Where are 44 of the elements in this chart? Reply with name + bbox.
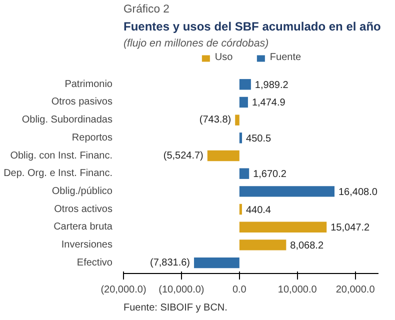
y-tick-label: Oblig. con Inst. Financ.: [10, 150, 113, 162]
y-tick-label: Efectivo: [76, 257, 113, 268]
y-tick-label: Oblig. Subordinadas: [22, 114, 113, 126]
data-label: 1,989.2: [254, 80, 289, 91]
x-tick-label: (10,000.0): [158, 284, 204, 296]
data-label: 450.5: [246, 133, 272, 144]
legend-label: Fuente: [270, 52, 302, 63]
source-note: Fuente: SIBOIF y BCN.: [124, 302, 228, 314]
chart-title: Fuentes y usos del SBF acumulado en el año: [124, 20, 381, 34]
bar: [207, 150, 240, 162]
y-tick-label: Patrimonio: [64, 78, 113, 90]
y-tick-label: Dep. Org. e Inst. Financ.: [4, 168, 112, 180]
data-label: 15,047.2: [330, 222, 370, 234]
data-label: (5,524.7): [163, 150, 204, 162]
bar: [239, 132, 242, 144]
y-tick-label: Otros pasivos: [51, 96, 113, 108]
data-label: 440.4: [246, 204, 272, 216]
x-tick-label: 0.0: [232, 284, 247, 296]
chart-subtitle: (flujo en millones de córdobas): [124, 38, 269, 50]
data-label: 1,474.9: [252, 98, 286, 109]
bar: [194, 257, 240, 268]
data-label: (743.8): [199, 114, 232, 126]
x-tick-label: (20,000.0): [100, 284, 146, 296]
data-label: 1,670.2: [253, 169, 287, 180]
bar: [239, 222, 327, 232]
y-tick-label: Otros activos: [54, 204, 113, 215]
x-tick-label: 10,000.0: [278, 284, 318, 296]
bar: [239, 240, 286, 250]
bar: [239, 186, 334, 197]
bar: [239, 204, 242, 215]
x-tick-label: 20,000.0: [336, 284, 376, 296]
bar: [239, 79, 251, 90]
y-tick-label: Oblig./público: [52, 186, 113, 197]
data-label: 16,408.0: [338, 186, 378, 198]
text: Gráfico 2: [124, 4, 170, 16]
y-tick-label: Inversiones: [61, 239, 113, 250]
data-label: (7,831.6): [150, 257, 190, 268]
y-tick-label: Reportos: [72, 132, 112, 144]
bar: [235, 114, 240, 126]
bar: [239, 168, 250, 179]
legend-label: Uso: [214, 52, 234, 63]
y-tick-label: Cartera bruta: [54, 222, 113, 233]
data-label: 8,068.2: [290, 240, 324, 252]
bar: [239, 96, 248, 108]
